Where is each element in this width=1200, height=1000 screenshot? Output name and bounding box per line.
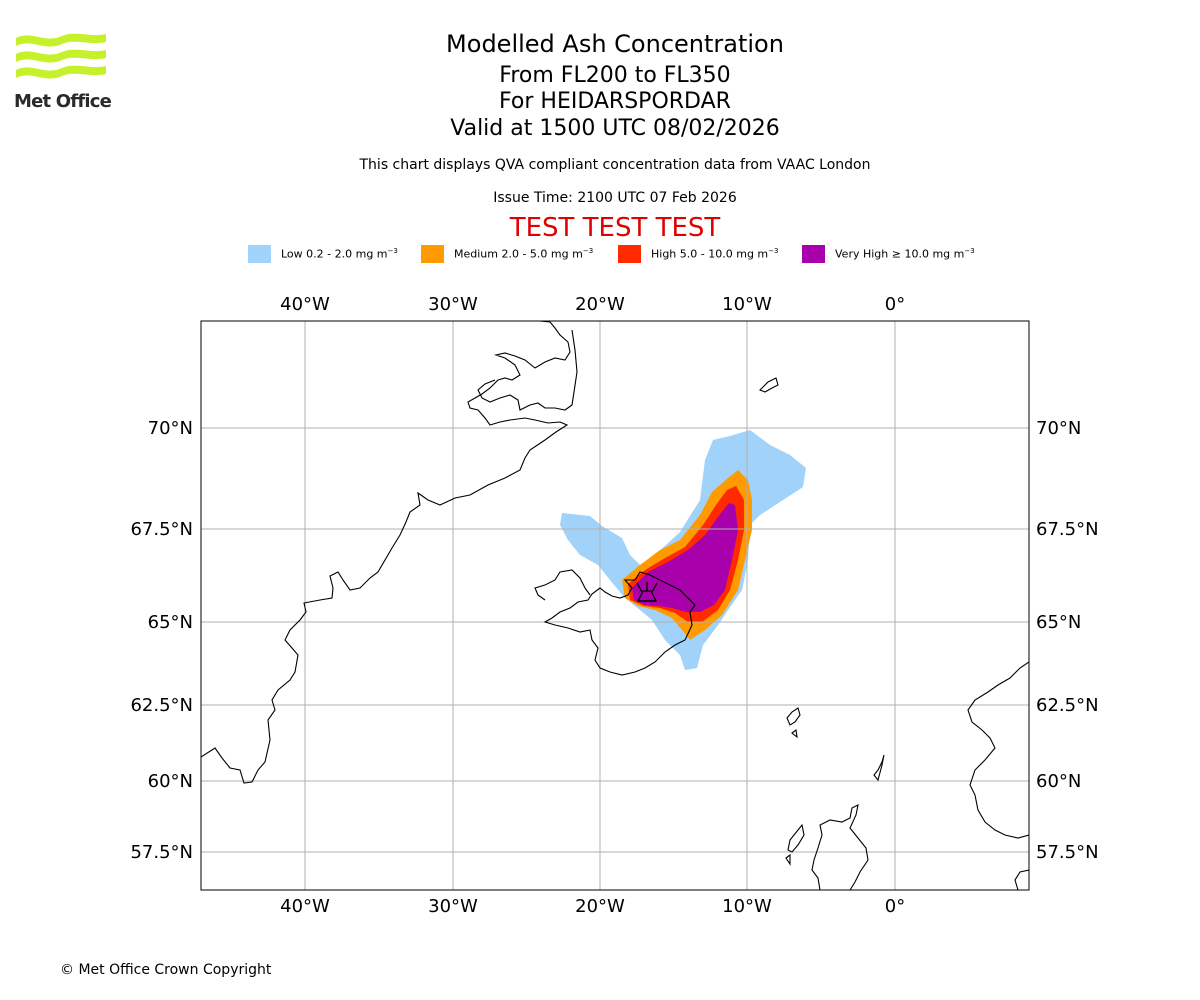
flight-level-range: From FL200 to FL350 xyxy=(499,63,731,88)
lon-label: 40°W xyxy=(280,294,330,315)
coast-greenland-east xyxy=(477,329,578,411)
chart-subtitle: This chart displays QVA compliant concen… xyxy=(359,157,871,173)
coast-scotland xyxy=(811,804,869,890)
legend-swatch-high xyxy=(618,245,641,263)
issue-time: Issue Time: 2100 UTC 07 Feb 2026 xyxy=(493,190,737,206)
legend-item-medium: Medium 2.0 - 5.0 mg m−3 xyxy=(421,244,593,264)
lat-label: 57.5°N xyxy=(130,842,193,863)
lat-label: 57.5°N xyxy=(1036,842,1099,863)
coast-norway-south xyxy=(1014,869,1029,890)
lon-labels-bottom: 40°W 30°W 20°W 10°W 0° xyxy=(280,896,905,917)
lat-label: 60°N xyxy=(148,771,193,792)
ash-area-very-high xyxy=(632,503,738,612)
lat-label: 65°N xyxy=(148,612,193,633)
lon-label: 30°W xyxy=(428,896,478,917)
logo-text: Met Office xyxy=(14,91,112,112)
lon-label: 0° xyxy=(885,294,905,315)
lat-label: 62.5°N xyxy=(130,695,193,716)
coast-greenland xyxy=(201,321,571,784)
legend-label-very-high: Very High ≥ 10.0 mg m−3 xyxy=(835,247,975,261)
lat-label: 65°N xyxy=(1036,612,1081,633)
legend-label-low: Low 0.2 - 2.0 mg m−3 xyxy=(281,247,398,261)
coast-faroe xyxy=(786,707,801,739)
valid-time: Valid at 1500 UTC 08/02/2026 xyxy=(450,116,780,141)
graticule xyxy=(201,321,1029,890)
legend-label-high: High 5.0 - 10.0 mg m−3 xyxy=(651,247,779,261)
map-frame xyxy=(200,320,1030,891)
test-banner: TEST TEST TEST xyxy=(509,213,721,243)
legend-item-very-high: Very High ≥ 10.0 mg m−3 xyxy=(802,244,975,264)
lat-label: 70°N xyxy=(1036,418,1081,439)
chart-title: Modelled Ash Concentration xyxy=(446,30,784,58)
coast-jan-mayen xyxy=(759,377,779,393)
met-office-logo: Met Office xyxy=(14,30,112,112)
lat-label: 62.5°N xyxy=(1036,695,1099,716)
lon-label: 10°W xyxy=(722,294,772,315)
coast-hebrides xyxy=(785,823,805,866)
coast-norway xyxy=(967,661,1029,839)
lon-label: 40°W xyxy=(280,896,330,917)
legend-swatch-medium xyxy=(421,245,444,263)
legend-item-high: High 5.0 - 10.0 mg m−3 xyxy=(618,244,778,264)
lon-label: 10°W xyxy=(722,896,772,917)
lon-label: 0° xyxy=(885,896,905,917)
lat-labels-left: 70°N 67.5°N 65°N 62.5°N 60°N 57.5°N xyxy=(130,418,193,863)
legend-label-medium: Medium 2.0 - 5.0 mg m−3 xyxy=(454,247,594,261)
lon-labels-top: 40°W 30°W 20°W 10°W 0° xyxy=(280,294,905,315)
lat-label: 70°N xyxy=(148,418,193,439)
legend-swatch-low xyxy=(248,245,271,263)
coast-iceland xyxy=(543,571,696,676)
volcano-icon xyxy=(636,582,658,602)
lon-label: 20°W xyxy=(575,294,625,315)
met-office-waves-icon xyxy=(16,33,106,79)
volcano-name: For HEIDARSPORDAR xyxy=(499,89,731,114)
lat-label: 60°N xyxy=(1036,771,1081,792)
lat-label: 67.5°N xyxy=(130,519,193,540)
lon-label: 30°W xyxy=(428,294,478,315)
lat-labels-right: 70°N 67.5°N 65°N 62.5°N 60°N 57.5°N xyxy=(1036,418,1099,863)
legend-item-low: Low 0.2 - 2.0 mg m−3 xyxy=(248,244,398,264)
copyright: © Met Office Crown Copyright xyxy=(60,962,272,978)
legend-swatch-very-high xyxy=(802,245,825,263)
lat-label: 67.5°N xyxy=(1036,519,1099,540)
coast-iceland-westfjords xyxy=(534,569,591,601)
coast-shetland xyxy=(873,754,885,782)
lon-label: 20°W xyxy=(575,896,625,917)
coastlines xyxy=(201,321,1029,890)
legend: Low 0.2 - 2.0 mg m−3 Medium 2.0 - 5.0 mg… xyxy=(0,244,1200,264)
